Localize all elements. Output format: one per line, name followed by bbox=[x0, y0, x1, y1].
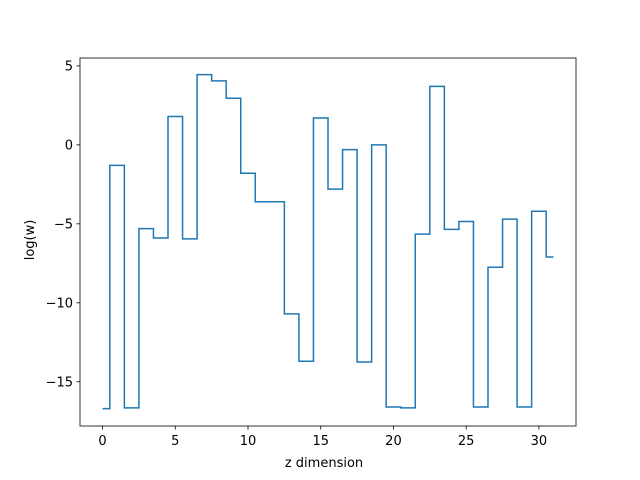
x-tick-label: 0 bbox=[98, 434, 106, 449]
x-tick-label: 5 bbox=[171, 434, 179, 449]
axes-frame bbox=[79, 57, 577, 427]
y-tick-label: −10 bbox=[46, 296, 73, 311]
y-tick-label: −15 bbox=[46, 375, 73, 390]
y-tick-label: 0 bbox=[65, 138, 73, 153]
x-tick-label: 10 bbox=[240, 434, 257, 449]
plot-area bbox=[79, 57, 577, 427]
x-axis-label: z dimension bbox=[285, 456, 363, 471]
y-axis-label: log(w) bbox=[23, 220, 38, 261]
x-tick-label: 20 bbox=[385, 434, 402, 449]
y-tick-label: 5 bbox=[65, 59, 73, 74]
axis-ticks: 0 5 10 15 20 25 30 5 0 −5 −10 −15 bbox=[46, 59, 548, 449]
y-tick-label: −5 bbox=[54, 217, 73, 232]
x-tick-label: 30 bbox=[531, 434, 548, 449]
series-line bbox=[102, 73, 554, 410]
x-tick-label: 15 bbox=[312, 434, 329, 449]
x-tick-label: 25 bbox=[458, 434, 475, 449]
